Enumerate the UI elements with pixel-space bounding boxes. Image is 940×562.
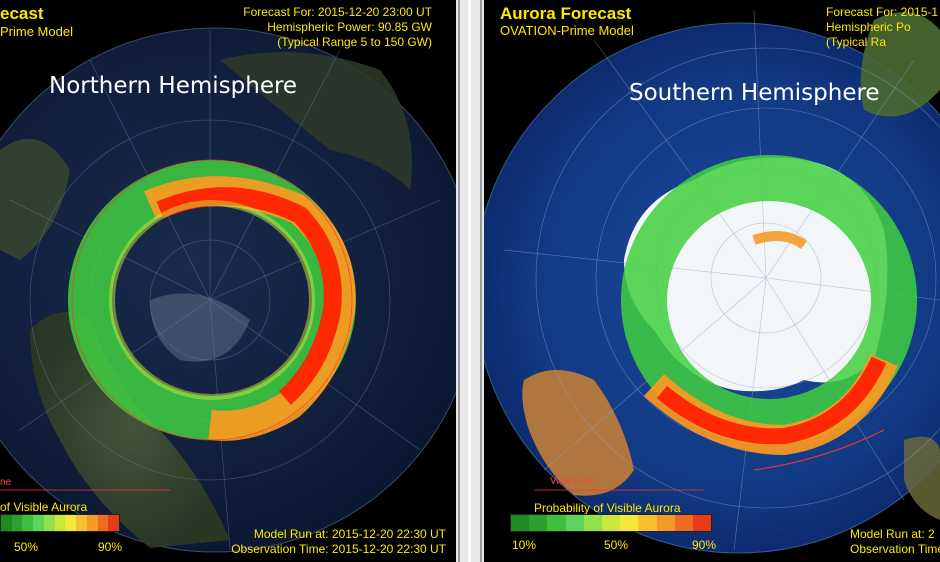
typical-range: (Typical Ra <box>826 35 887 49</box>
observation-time: Observation Time: 2015-12-20 22:30 UT <box>231 542 446 556</box>
color-swatch <box>674 515 693 531</box>
color-swatch <box>547 515 566 531</box>
model-run: Model Run at: 2 <box>850 527 935 541</box>
app-title: ecast <box>0 4 44 23</box>
hemispheric-power: Hemispheric Po <box>826 20 911 34</box>
view-line-label: ne <box>0 477 12 488</box>
color-swatch <box>76 515 87 531</box>
legend-tick-10: 10% <box>512 538 537 552</box>
color-swatch <box>22 515 34 531</box>
legend-tick-90: 90% <box>98 540 123 554</box>
hemispheric-power: Hemispheric Power: 90.85 GW <box>267 20 432 34</box>
color-swatch <box>43 515 55 531</box>
legend-tick-50: 50% <box>14 540 39 554</box>
probability-color-bar <box>510 514 712 532</box>
model-name: OVATION-Prime Model <box>500 23 634 38</box>
color-swatch <box>583 515 602 531</box>
legend-title: of Visible Aurora <box>0 500 88 514</box>
southern-globe-map <box>484 9 940 554</box>
color-swatch <box>108 515 120 531</box>
typical-range: (Typical Range 5 to 150 GW) <box>277 35 432 49</box>
hemisphere-label: Northern Hemisphere <box>49 73 298 99</box>
southern-aurora-oval <box>621 155 917 456</box>
legend-tick-50: 50% <box>604 538 629 552</box>
observation-time: Observation Time: 2 <box>850 542 940 556</box>
run-info: Model Run at: 2015-12-20 22:30 UT Observ… <box>231 527 446 557</box>
color-swatch <box>692 515 712 531</box>
color-swatch <box>656 515 675 531</box>
southern-hemisphere-panel: Aurora Forecast OVATION-Prime Model Fore… <box>484 0 940 562</box>
color-swatch <box>638 515 657 531</box>
color-swatch <box>1 515 12 531</box>
view-line-label: View Line <box>550 476 594 487</box>
color-swatch <box>565 515 584 531</box>
northern-hemisphere-panel: ecast Prime Model Forecast For: 2015-12-… <box>0 0 456 562</box>
app-title: Aurora Forecast <box>500 4 632 23</box>
color-swatch <box>97 515 109 531</box>
color-swatch <box>620 515 639 531</box>
northern-aurora-oval <box>68 160 356 441</box>
color-swatch <box>11 515 23 531</box>
model-name: Prime Model <box>0 24 73 39</box>
panel-divider <box>456 0 484 562</box>
color-swatch <box>54 515 66 531</box>
color-swatch <box>86 515 98 531</box>
legend-title: Probability of Visible Aurora <box>534 501 681 515</box>
probability-color-bar <box>0 514 120 532</box>
color-swatch <box>33 515 44 531</box>
legend-tick-90: 90% <box>692 538 717 552</box>
northern-globe-map <box>0 27 456 553</box>
color-swatch <box>601 515 621 531</box>
forecast-info: Forecast For: 2015-1 Hemispheric Po (Typ… <box>826 5 938 50</box>
model-run: Model Run at: 2015-12-20 22:30 UT <box>253 527 446 541</box>
run-info: Model Run at: 2 Observation Time: 2 <box>850 527 940 557</box>
forecast-for: Forecast For: 2015-12-20 23:00 UT <box>243 5 432 19</box>
forecast-info: Forecast For: 2015-12-20 23:00 UT Hemisp… <box>243 5 432 50</box>
hemisphere-label: Southern Hemisphere <box>629 80 880 106</box>
color-swatch <box>529 515 548 531</box>
color-swatch <box>511 515 530 531</box>
forecast-for: Forecast For: 2015-1 <box>826 5 939 19</box>
color-swatch <box>65 515 77 531</box>
